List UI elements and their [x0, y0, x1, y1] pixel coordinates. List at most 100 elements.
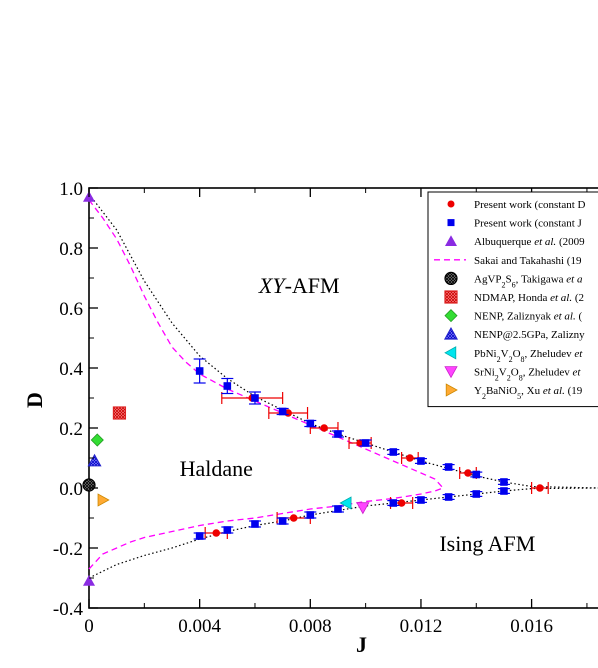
data-point	[464, 469, 472, 477]
data-point	[278, 517, 287, 525]
data-point	[83, 575, 95, 586]
dotted-guide-upper	[88, 193, 598, 489]
legend-label-part: 8	[519, 373, 523, 382]
legend-label-part: O	[511, 366, 519, 378]
legend-label: Y2BaNiO5, Xu et al. (19	[474, 385, 583, 401]
legend-label-part: (2009	[556, 236, 585, 248]
legend-label-part: (	[576, 311, 583, 323]
legend-label-part: , Zheludev	[525, 348, 575, 360]
data-point	[82, 478, 96, 492]
legend-label-part: Albuquerque	[474, 236, 534, 248]
data-point	[356, 502, 370, 515]
x-tick-label: 0.012	[400, 616, 443, 637]
sakai-curve-upper	[88, 199, 444, 489]
data-point	[500, 478, 508, 486]
legend-label-part: et al.	[543, 385, 565, 397]
legend-label: PbNi2V2O8, Zheludev et	[474, 348, 583, 364]
legend-swatch	[445, 235, 457, 246]
legend-label-part: , Xu	[521, 385, 543, 397]
data-point	[306, 511, 315, 519]
legend-label-part: et al.	[534, 236, 556, 248]
data-point	[223, 382, 232, 390]
y-tick-label: 0.4	[59, 359, 83, 380]
legend-label-part: (19	[565, 385, 583, 397]
data-point	[361, 439, 370, 447]
legend-label-part: O	[513, 348, 521, 360]
legend-label-part: 2	[509, 354, 513, 363]
data-point	[90, 433, 104, 447]
legend-label-part: SrNi	[474, 366, 495, 378]
data-point	[472, 490, 481, 498]
region-label: Haldane	[180, 456, 253, 481]
data-point	[112, 406, 127, 420]
legend-label: Albuquerque et al. (2009	[474, 236, 585, 248]
data-point	[251, 394, 259, 402]
legend-label: Present work (constant D	[474, 199, 586, 211]
legend-label-part: et a	[566, 273, 583, 285]
data-point	[389, 499, 398, 507]
y-tick-label: 0.2	[59, 419, 83, 440]
legend-label-part: 2	[482, 392, 486, 401]
curves-layer	[88, 193, 598, 579]
data-point	[306, 419, 315, 428]
legend-label-part: Sakai and Takahashi (19	[474, 255, 582, 267]
data-point	[334, 505, 342, 513]
x-tick-label: 0.008	[289, 616, 332, 637]
legend-label-part: Present work (constant J	[474, 218, 583, 230]
data-point	[87, 453, 102, 467]
region-label-rest: -AFM	[285, 273, 340, 298]
legend-label-part: (2	[572, 292, 584, 304]
data-point	[251, 520, 259, 528]
legend-swatch	[447, 200, 455, 208]
legend-label-part: et al.	[554, 311, 576, 323]
legend-label-part: et	[572, 366, 581, 378]
legend-label-part: Present work (constant D	[474, 199, 586, 211]
y-tick-label: -0.4	[53, 599, 84, 620]
legend-label-part: 2	[495, 373, 499, 382]
legend-swatch	[444, 290, 458, 304]
x-axis-label: J	[356, 632, 367, 657]
y-tick-label: 0.8	[59, 239, 83, 260]
legend-label-part: BaNiO	[486, 385, 517, 397]
data-point	[444, 463, 453, 471]
data-point	[195, 532, 204, 540]
data-point	[417, 457, 425, 465]
legend-label-part: , Zheludev	[523, 366, 573, 378]
legend-label-part: 2	[502, 280, 506, 289]
data-point	[397, 499, 406, 507]
data-point	[334, 430, 342, 438]
legend-swatch	[447, 219, 455, 227]
legend-label-part: NDMAP, Honda	[474, 292, 550, 304]
data-point	[389, 448, 398, 456]
legend-swatch	[444, 271, 458, 285]
labels-layer: J D XY-AFM Haldane Ising AFM	[22, 273, 535, 657]
data-point	[406, 454, 414, 462]
y-tick-label: -0.2	[53, 539, 83, 560]
markers-layer	[82, 191, 549, 586]
legend-label-part: S	[506, 273, 512, 285]
legend-label-part: V	[499, 366, 507, 378]
data-point	[500, 487, 508, 495]
data-point	[97, 493, 110, 507]
legend-label-part: Y	[474, 385, 482, 397]
data-point	[417, 496, 425, 504]
data-point	[536, 484, 544, 492]
y-tick-label: 0.6	[59, 299, 83, 320]
data-point	[212, 529, 221, 537]
legend-label-part: AgVP	[474, 273, 502, 285]
data-point	[444, 493, 453, 501]
y-tick-label: 0.0	[59, 479, 83, 500]
data-point	[278, 407, 287, 416]
x-tick-label: 0	[84, 616, 94, 637]
legend-label-part: et al.	[550, 292, 572, 304]
legend-label: NENP, Zaliznyak et al. (	[474, 311, 582, 323]
legend-label-part: 2	[507, 373, 511, 382]
legend-swatch	[444, 366, 458, 379]
legend-label-part: 2	[497, 354, 501, 363]
legend-label-part: PbNi	[474, 348, 497, 360]
y-tick-label: 1.0	[59, 179, 83, 200]
legend-label: Sakai and Takahashi (19	[474, 255, 582, 267]
x-tick-label: 0.004	[178, 616, 221, 637]
legend-label-part: et	[574, 348, 583, 360]
legend-label-part: V	[501, 348, 509, 360]
